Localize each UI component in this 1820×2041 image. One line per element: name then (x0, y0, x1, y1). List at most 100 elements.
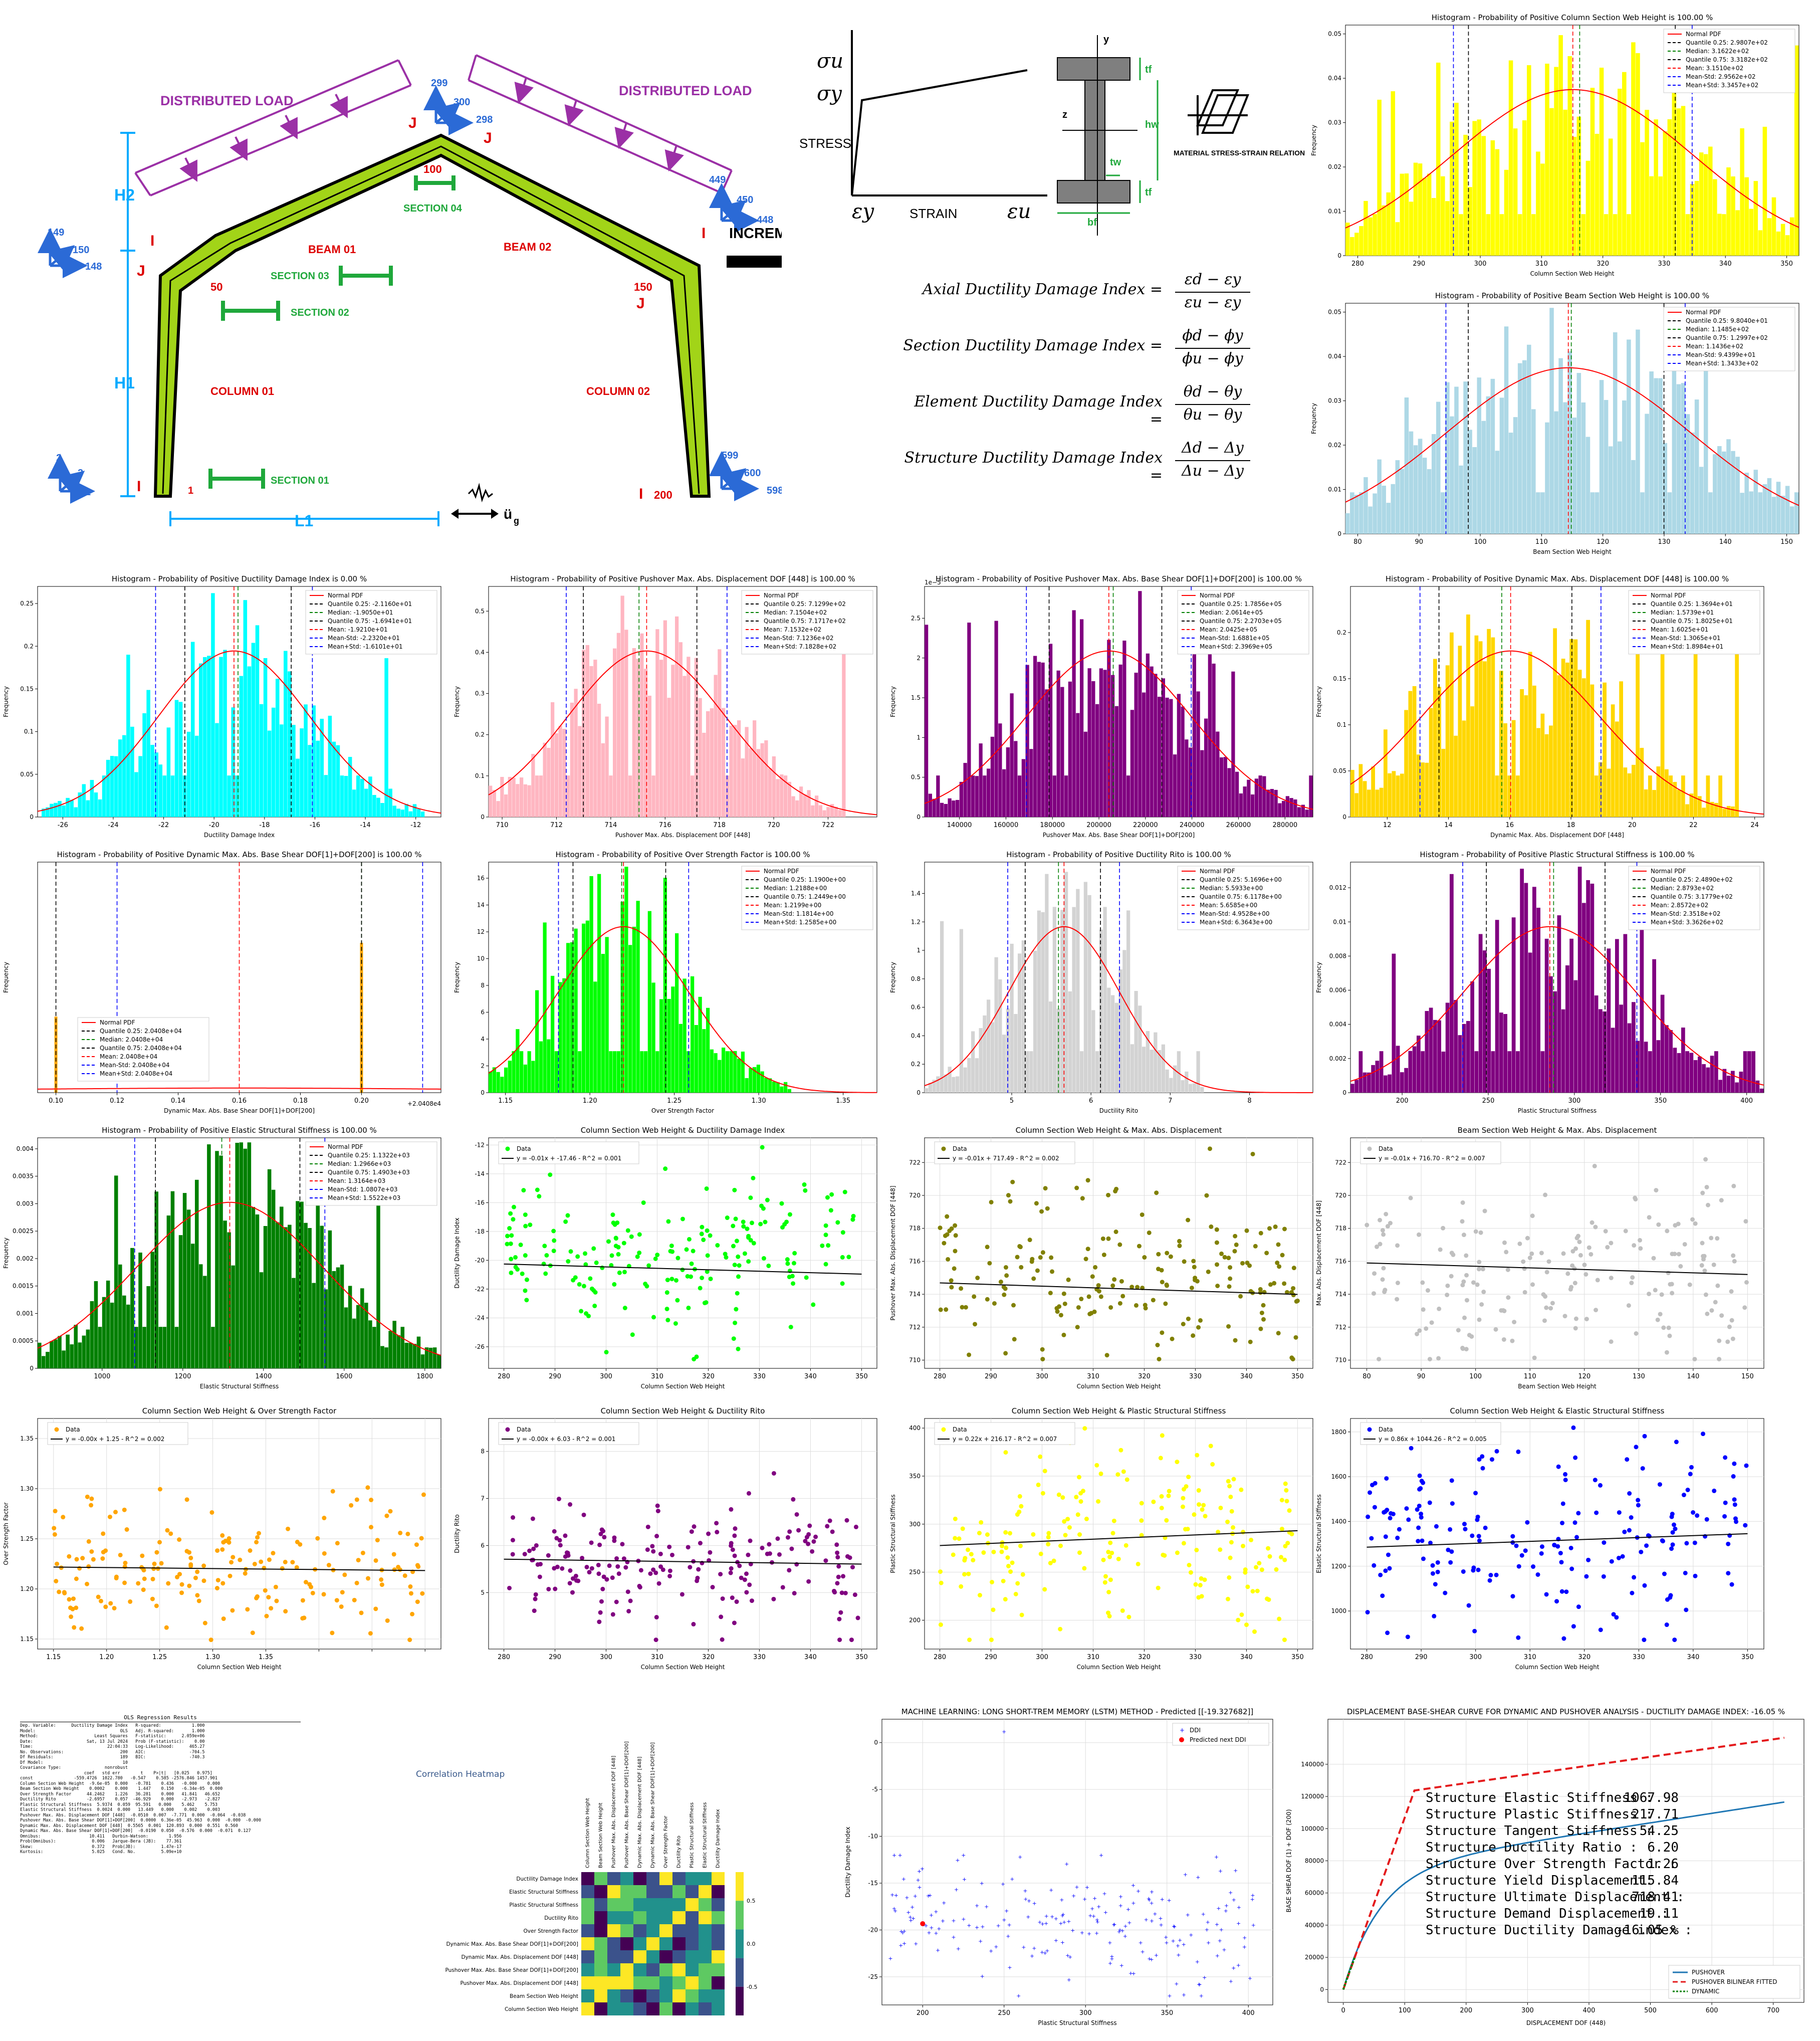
data-point (825, 1195, 830, 1200)
legend-entry: Median: -1.9050e+01 (328, 609, 393, 616)
legend-swatch (54, 1427, 59, 1432)
legend-entry: Mean-Std: 7.1236e+02 (764, 635, 834, 642)
heatmap-cell (607, 1872, 620, 1885)
histogram-bar (691, 976, 695, 1093)
y-tick-label: 718 (1335, 1225, 1346, 1232)
histogram-bar (408, 811, 413, 817)
histogram-bar (227, 1232, 231, 1368)
histogram-bar (1091, 1010, 1095, 1093)
data-point (1244, 1228, 1249, 1233)
histogram-bar (628, 945, 632, 1093)
data-point (787, 1212, 792, 1217)
data-point (535, 1187, 540, 1192)
x-tick-label: -20 (209, 822, 219, 829)
histogram-bar (1422, 458, 1427, 534)
data-point (405, 1531, 410, 1536)
data-point (729, 1566, 734, 1571)
histogram-bar (1126, 775, 1130, 817)
data-point (1656, 1222, 1661, 1227)
histogram-bar (987, 999, 991, 1093)
x-tick-label: 150 (1780, 538, 1793, 546)
histogram-bar (1665, 769, 1669, 817)
data-point (1058, 1626, 1063, 1631)
data-point (1219, 1251, 1224, 1256)
ols-line: Df Model: 10 (20, 1760, 128, 1765)
histogram-bar (54, 1339, 58, 1368)
x-tick-label: 320 (1138, 1373, 1151, 1380)
histogram-bar (543, 742, 547, 817)
data-point (1124, 1477, 1129, 1482)
y-tick-label: 720 (909, 1192, 921, 1199)
chart-s7: Column Section Web Height & Elastic Stru… (1313, 1403, 1774, 1674)
heatmap-cell (594, 1898, 607, 1911)
heatmap-cell (646, 1976, 659, 1989)
histogram-bar (1200, 1087, 1204, 1093)
data-point (1565, 1271, 1570, 1276)
y-tick-label: -24 (475, 1314, 485, 1321)
data-point (1626, 1303, 1631, 1308)
ols-line: coef std err t P>|t| [0.025 0.975] (20, 1770, 212, 1776)
data-point (1692, 1540, 1697, 1545)
node-3: 3 (78, 468, 83, 479)
data-point (1601, 1574, 1606, 1579)
data-point (1433, 1582, 1438, 1587)
data-point (741, 1219, 746, 1224)
histogram-bar (134, 772, 138, 817)
histogram-bar (1536, 151, 1540, 256)
histogram-bar (1418, 439, 1423, 534)
histogram-bar (959, 929, 963, 1093)
data-point (1609, 1559, 1614, 1564)
histogram-bar (1114, 1002, 1118, 1093)
y-tick-label: 1.35 (20, 1435, 34, 1442)
data-point (1429, 1320, 1434, 1325)
data-point (1254, 1565, 1259, 1570)
histogram-bar (1508, 433, 1513, 534)
histogram-bar (1068, 991, 1072, 1093)
data-point (1605, 1245, 1610, 1250)
legend-entry: Mean: 2.0425e+05 (1200, 626, 1257, 633)
x-axis-label: Dynamic Max. Abs. Displacement DOF [448] (1490, 832, 1624, 839)
data-point (1272, 1281, 1277, 1286)
x-axis-label: Column Section Web Height (197, 1664, 282, 1671)
histogram-bar (582, 923, 586, 1093)
histogram-bar (1477, 119, 1481, 256)
data-point (1094, 1463, 1099, 1468)
histogram-bar (46, 1352, 50, 1368)
x-tick-label: 330 (1189, 1373, 1202, 1380)
legend-box (1628, 866, 1760, 930)
data-point (1639, 1549, 1644, 1554)
data-point (732, 1187, 737, 1192)
data-point: + (1120, 1927, 1124, 1934)
histogram-bar (729, 725, 733, 817)
data-point (511, 1515, 516, 1520)
data-point (791, 1281, 796, 1286)
y-tick-label: 2 (481, 1063, 485, 1070)
data-point (1135, 1285, 1140, 1290)
histogram-bar (1130, 1044, 1134, 1093)
histogram-bar (1623, 767, 1628, 817)
histogram-bar (1649, 176, 1654, 256)
data-point (74, 1605, 79, 1610)
node-200: 200 (654, 489, 672, 501)
data-point (1199, 1576, 1204, 1581)
data-point: + (892, 1852, 896, 1859)
histogram-bar (1395, 460, 1400, 534)
histogram-bar (320, 1226, 324, 1368)
data-point (728, 1570, 733, 1575)
data-point (1570, 1249, 1575, 1254)
histogram-bar (795, 800, 799, 817)
histogram-bar (1049, 644, 1053, 817)
data-point (1559, 1589, 1564, 1594)
legend-entry: Median: 2.8793e+02 (1651, 885, 1714, 892)
data-point (1519, 1553, 1524, 1558)
data-point (967, 1638, 972, 1643)
legend-entry: y = -0.00x + 1.25 - R^2 = 0.002 (66, 1436, 164, 1443)
data-point (1010, 1179, 1015, 1184)
histogram-bar (1758, 492, 1763, 534)
histogram-bar (1607, 948, 1611, 1093)
histogram-bar (1753, 470, 1758, 534)
data-point (243, 1571, 248, 1576)
data-point: + (996, 1923, 1001, 1929)
histogram-bar (1698, 796, 1702, 817)
chart-h5: Histogram - Probability of Positive Push… (887, 571, 1323, 842)
